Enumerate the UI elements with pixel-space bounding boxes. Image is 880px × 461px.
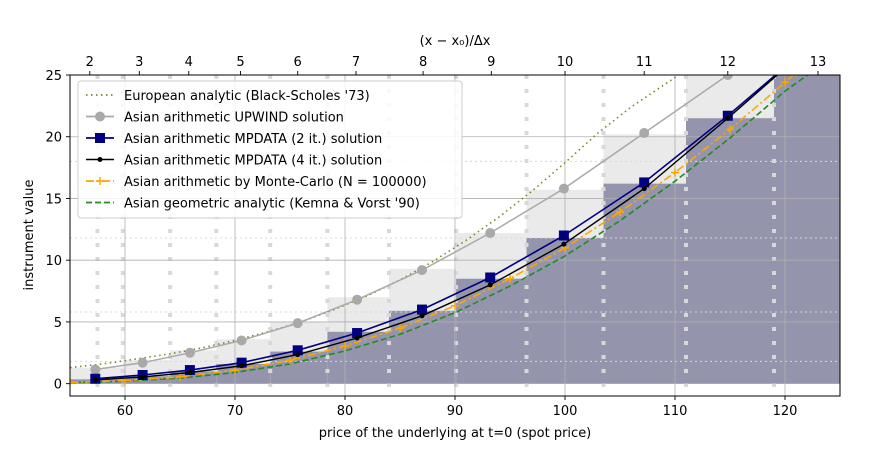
histogram-bar-dark: [270, 351, 328, 384]
legend-marker-upwind: [95, 111, 105, 122]
top-x-tick-label: 10: [557, 55, 574, 70]
series-line-mpdata2: [95, 75, 777, 380]
data-point-mpdata2: [292, 345, 303, 356]
data-point-montecarlo: [176, 372, 184, 381]
data-point-upwind: [639, 128, 650, 139]
top-x-tick-label: 5: [236, 55, 244, 70]
data-point-mpdata2: [558, 230, 569, 241]
data-point-upwind: [778, 27, 788, 37]
x-tick-label: 80: [337, 404, 354, 419]
data-point-montecarlo: [671, 168, 679, 177]
y-tick-label: 5: [54, 316, 62, 331]
data-point-upwind: [417, 265, 427, 276]
data-point-montecarlo: [70, 378, 74, 387]
legend-label-mpdata4: Asian arithmetic MPDATA (4 it.) solution: [124, 154, 382, 169]
top-x-tick-label: 11: [636, 55, 653, 70]
histogram-bar-dark: [686, 118, 774, 384]
histogram-bar-dark: [774, 75, 840, 384]
legend-marker-montecarlo: [96, 177, 104, 185]
histogram-bar-dark: [456, 278, 527, 384]
legend-marker-mpdata2: [95, 133, 105, 143]
data-point-upwind: [90, 364, 101, 375]
data-point-montecarlo: [781, 78, 789, 87]
data-point-mpdata2: [778, 64, 788, 74]
data-point-montecarlo: [396, 324, 404, 333]
data-point-mpdata2: [236, 357, 247, 368]
data-point-mpdata4: [140, 374, 146, 380]
x-axis-label: price of the underlying at t=0 (spot pri…: [319, 426, 592, 441]
legend-label-upwind: Asian arithmetic UPWIND solution: [124, 111, 344, 126]
series-line-mpdata4: [95, 75, 779, 381]
legend-label-geometric: Asian geometric analytic (Kemna & Vorst …: [124, 197, 420, 212]
data-point-mpdata4: [187, 370, 193, 376]
legend-frame: [77, 80, 463, 219]
top-x-tick-label: 2: [86, 55, 94, 70]
y-tick-label: 0: [54, 378, 62, 393]
data-point-mpdata4: [641, 186, 647, 192]
data-point-montecarlo: [231, 366, 239, 375]
data-point-upwind: [292, 318, 303, 329]
top-x-axis-label: (x − x₀)/Δx: [420, 34, 491, 49]
legend-label-montecarlo: Asian arithmetic by Monte-Carlo (N = 100…: [124, 175, 427, 190]
y-tick-label: 10: [45, 254, 62, 269]
top-x-tick-label: 12: [720, 55, 737, 70]
histogram-bar-dark: [327, 331, 389, 384]
data-point-mpdata2: [352, 328, 363, 339]
x-tick-label: 110: [663, 404, 688, 419]
series-line-upwind: [95, 75, 730, 371]
legend: European analytic (Black-Scholes '73) Asi…: [77, 80, 463, 219]
top-x-tick-label: 6: [294, 55, 302, 70]
top-x-tick-label: 8: [419, 55, 427, 70]
legend-label-mpdata2: Asian arithmetic MPDATA (2 it.) solution: [124, 132, 382, 147]
legend-marker-mpdata4: [97, 157, 103, 162]
data-point-montecarlo: [451, 301, 459, 310]
grid-layer: [70, 75, 840, 396]
legend-label-european: European analytic (Black-Scholes '73): [124, 89, 370, 104]
y-tick-label: 15: [45, 192, 62, 207]
data-point-mpdata2: [485, 272, 496, 283]
data-point-upwind: [236, 335, 247, 346]
x-tick-label: 100: [553, 404, 578, 419]
data-point-mpdata2: [417, 304, 427, 315]
histogram-bar-dark: [216, 363, 271, 384]
data-point-mpdata4: [561, 241, 567, 247]
series-line-geometric: [70, 75, 809, 384]
x-tick-label: 120: [773, 404, 798, 419]
top-x-tick-label: 4: [185, 55, 193, 70]
data-point-upwind: [558, 183, 569, 194]
data-point-montecarlo: [341, 341, 349, 350]
y-tick-label: 25: [45, 69, 62, 84]
data-point-montecarlo: [616, 208, 624, 217]
data-point-upwind: [352, 294, 363, 305]
y-axis-label: instrument value: [22, 180, 37, 291]
data-point-mpdata2: [639, 177, 650, 188]
series-layer: [70, 27, 809, 387]
data-point-mpdata4: [354, 335, 360, 341]
x-tick-label: 90: [447, 404, 464, 419]
y-tick-label: 20: [45, 131, 62, 146]
data-point-montecarlo: [506, 274, 514, 283]
x-tick-label: 70: [227, 404, 244, 419]
top-x-tick-label: 9: [487, 55, 495, 70]
data-point-mpdata4: [487, 282, 493, 288]
data-point-mpdata4: [780, 68, 785, 73]
data-point-mpdata4: [92, 377, 98, 383]
top-x-tick-label: 3: [135, 55, 143, 70]
x-tick-label: 60: [117, 404, 134, 419]
axes-layer: 60 70 80 90 100 110 120 0 5 10 15 20 25 2 3 4 5 6 7 8 9 10 11 1…: [45, 55, 826, 419]
data-point-upwind: [485, 228, 496, 239]
top-x-tick-label: 13: [810, 55, 827, 70]
data-point-mpdata4: [239, 363, 245, 369]
data-point-mpdata4: [725, 115, 731, 121]
data-point-mpdata4: [295, 352, 301, 358]
data-point-montecarlo: [286, 356, 294, 365]
data-point-upwind: [137, 357, 148, 368]
histogram-bar-dark: [603, 183, 686, 384]
top-x-tick-label: 7: [352, 55, 360, 70]
data-point-mpdata4: [419, 313, 425, 319]
data-point-upwind: [722, 75, 733, 80]
data-point-upwind: [184, 347, 195, 358]
data-point-montecarlo: [726, 125, 734, 134]
